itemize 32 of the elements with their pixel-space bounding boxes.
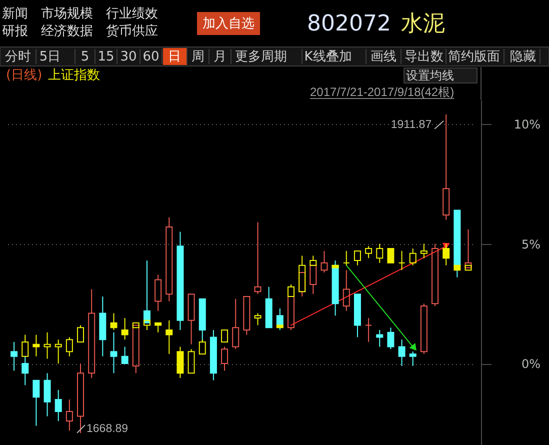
text: 5: [80, 50, 90, 64]
text: 行业绩效: [106, 6, 158, 22]
text: 画线: [370, 50, 396, 64]
text: 隐藏: [510, 50, 536, 64]
text: 货币供应: [106, 23, 158, 39]
text: 月: [214, 50, 226, 64]
text: 加入自选: [202, 16, 254, 32]
text: 研报: [2, 24, 28, 39]
text: 导出数: [404, 50, 444, 64]
text: 市场规模: [41, 6, 93, 22]
text: 新闻: [2, 6, 28, 22]
chart-subtitle: 2017/7/21-2017/9/18(42根): [310, 85, 454, 99]
text: 15: [98, 50, 114, 64]
text: 30: [120, 50, 137, 64]
text: 上证指数: [48, 68, 100, 83]
text: K线叠加: [304, 50, 352, 64]
annotation: 1911.87: [390, 118, 432, 131]
text: 日: [168, 50, 181, 64]
text: 更多周期: [235, 50, 287, 64]
text: 设置均线: [406, 68, 454, 82]
text: 5日: [39, 50, 61, 64]
y-tick-label: 5%: [521, 237, 540, 252]
legend-title: (日线): [6, 68, 42, 83]
annotation: 1668.89: [86, 423, 128, 436]
text: 周: [192, 50, 204, 64]
y-tick-label: 0%: [521, 357, 540, 372]
y-tick-label: 10%: [514, 117, 540, 132]
text: 60: [142, 50, 160, 64]
text: 分时: [5, 50, 31, 64]
text: 经济数据: [41, 24, 93, 39]
text: 简约版面: [448, 50, 500, 64]
chart-title: 802072 水泥: [307, 12, 445, 36]
